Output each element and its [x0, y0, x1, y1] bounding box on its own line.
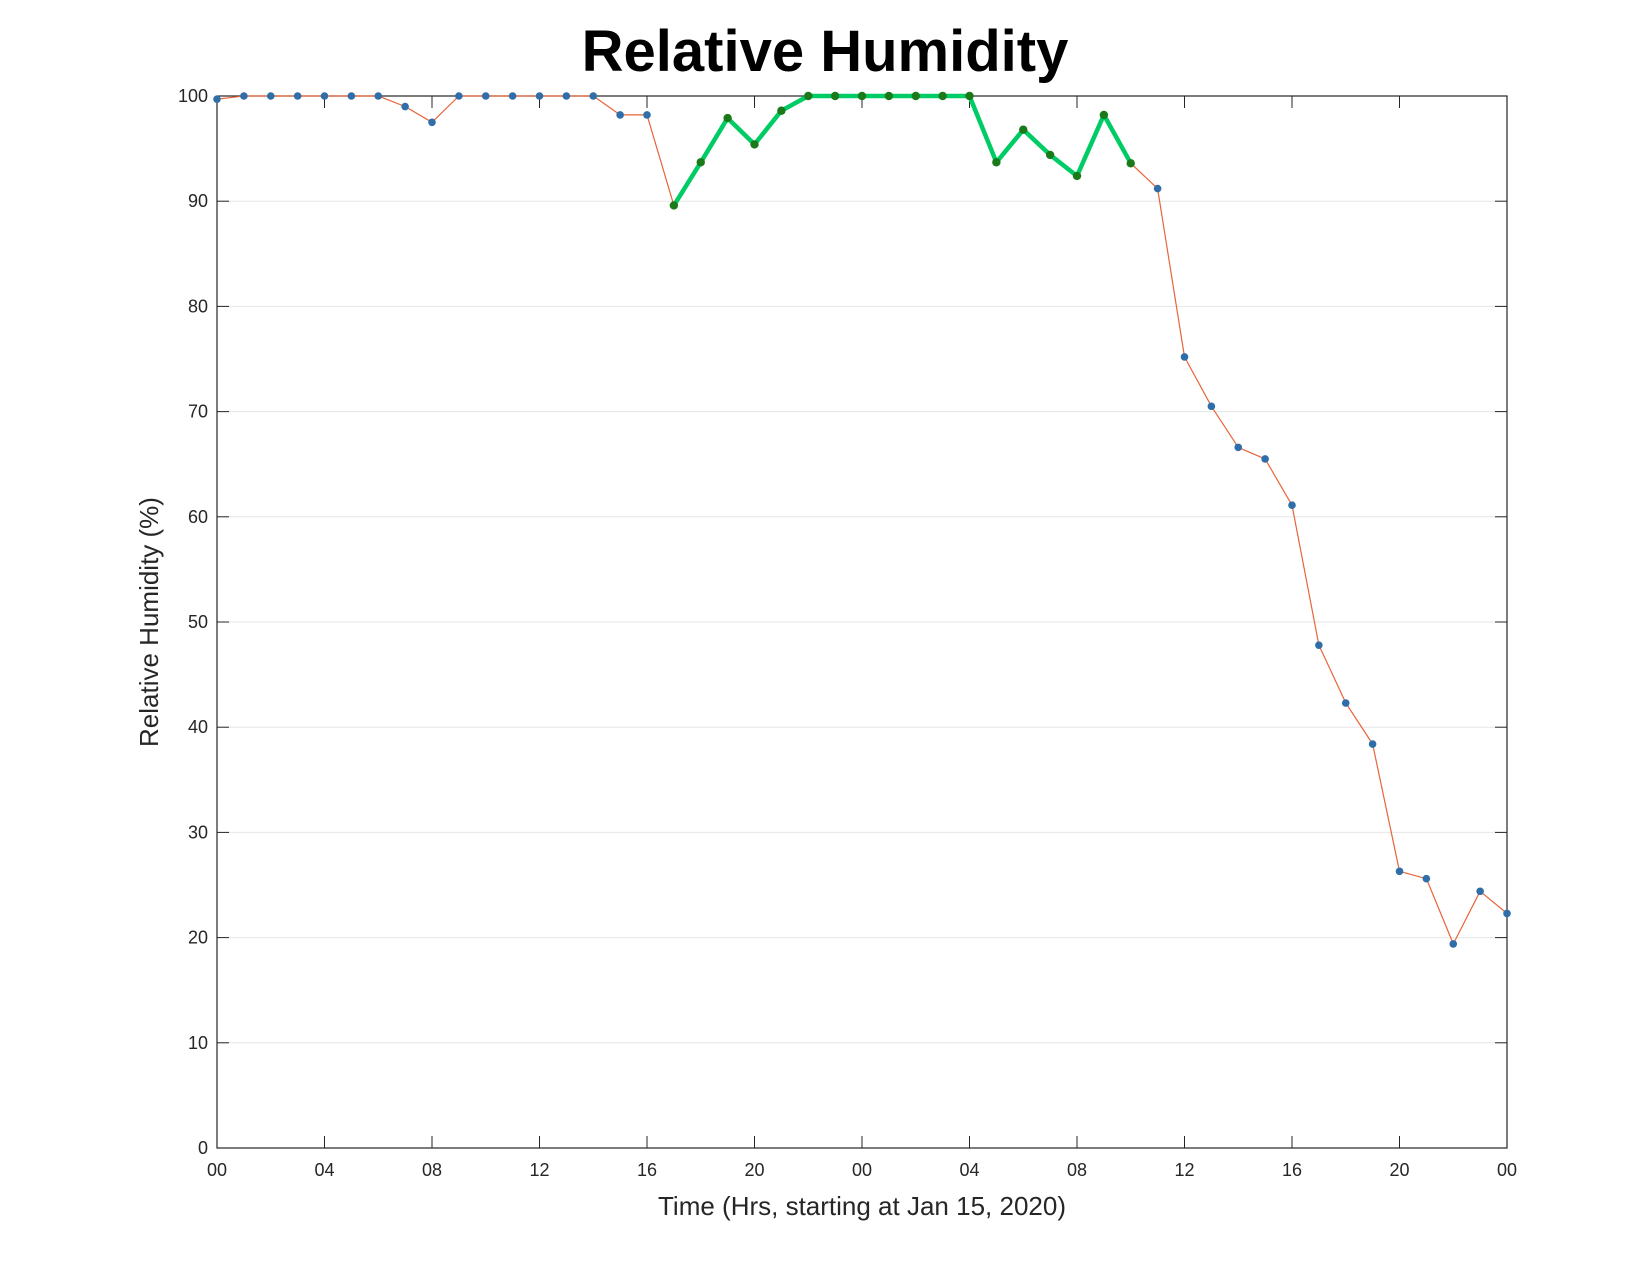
data-point [1503, 909, 1511, 918]
data-point [992, 158, 1001, 167]
y-axis-label: Relative Humidity (%) [134, 497, 164, 747]
data-point [1019, 125, 1028, 134]
x-tick-label: 12 [529, 1160, 549, 1180]
data-point [1234, 443, 1243, 452]
x-tick-label: 08 [422, 1160, 442, 1180]
data-point [293, 92, 302, 100]
y-tick-label: 50 [188, 612, 208, 632]
data-point [1126, 159, 1135, 168]
data-point [777, 106, 786, 115]
x-tick-label: 16 [637, 1160, 657, 1180]
data-point [911, 91, 920, 101]
data-point [830, 91, 840, 101]
data-point [455, 92, 463, 100]
grid-lines [217, 200, 1507, 1044]
data-point [643, 111, 651, 119]
y-tick-label: 90 [188, 191, 208, 211]
data-point [562, 92, 571, 100]
y-tick-label: 100 [178, 86, 208, 106]
x-tick-label: 12 [1174, 1160, 1194, 1180]
x-tick-label: 00 [852, 1160, 872, 1180]
chart-title: Relative Humidity [581, 19, 1069, 84]
data-point [481, 92, 490, 100]
y-tick-label: 30 [188, 822, 208, 842]
data-point [804, 91, 813, 101]
data-point [374, 92, 383, 100]
y-tick-label: 70 [188, 402, 208, 422]
data-point [1422, 874, 1431, 883]
data-point [857, 91, 867, 101]
data-point [1099, 110, 1109, 120]
data-point [589, 92, 598, 100]
data-point [266, 92, 275, 100]
data-point [1315, 641, 1323, 649]
data-point [428, 118, 436, 127]
data-point [669, 201, 679, 210]
data-point [347, 92, 356, 100]
data-point [213, 95, 221, 103]
y-tick-label: 80 [188, 296, 208, 316]
data-point [1449, 940, 1458, 948]
data-point [696, 158, 705, 167]
x-tick-label: 04 [959, 1160, 979, 1180]
y-tick-label: 20 [188, 928, 208, 948]
x-tick-label: 08 [1067, 1160, 1087, 1180]
data-point [616, 111, 624, 119]
x-tick-label: 20 [1389, 1160, 1409, 1180]
data-point [1153, 184, 1162, 193]
y-tick-label: 60 [188, 507, 208, 527]
axis-ticks: 0 10 20 30 40 50 60 70 80 90 100 00 04 08 12 16 20 00 04 08… [178, 86, 1517, 1180]
data-point [1072, 171, 1082, 181]
y-tick-label: 0 [198, 1138, 208, 1158]
data-point [1261, 455, 1269, 463]
series-layer [213, 91, 1511, 948]
x-axis-label: Time (Hrs, starting at Jan 15, 2020) [658, 1191, 1066, 1221]
data-point [1288, 501, 1296, 510]
data-point [1341, 699, 1350, 707]
x-tick-label: 20 [744, 1160, 764, 1180]
data-point [1476, 887, 1484, 896]
data-point [1207, 402, 1216, 411]
y-tick-label: 10 [188, 1033, 208, 1053]
x-tick-label: 16 [1282, 1160, 1302, 1180]
data-point [884, 91, 894, 101]
y-tick-label: 40 [188, 717, 208, 737]
data-point [508, 92, 517, 100]
data-point [965, 91, 974, 101]
data-point [401, 102, 409, 111]
data-point [723, 113, 732, 123]
data-point [320, 92, 329, 100]
data-point [1180, 353, 1189, 361]
series-line-1 [216, 95, 1508, 945]
series-line-2 [671, 93, 1134, 208]
data-point [1368, 740, 1377, 748]
x-tick-label: 00 [207, 1160, 227, 1180]
x-tick-label: 04 [314, 1160, 334, 1180]
data-point [240, 92, 248, 100]
data-point [1045, 150, 1055, 160]
x-tick-label: 00 [1497, 1160, 1517, 1180]
data-point [1395, 867, 1404, 876]
data-point [750, 140, 759, 149]
data-point [535, 92, 544, 100]
data-point [938, 91, 947, 101]
